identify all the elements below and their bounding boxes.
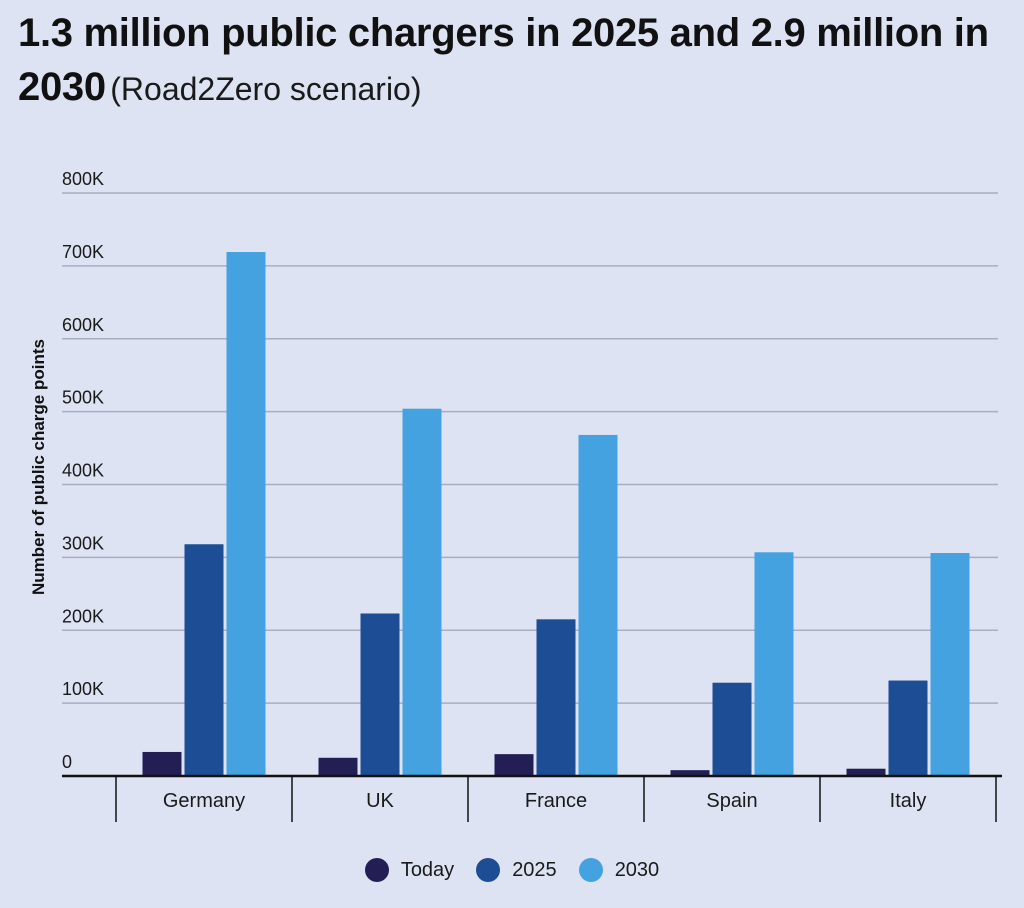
x-axis xyxy=(62,774,1002,822)
bar-france-2030 xyxy=(578,434,618,776)
chart-title: 1.3 million public chargers in 2025 and … xyxy=(18,6,1008,114)
legend-swatch xyxy=(578,858,603,882)
y-axis-label: Number of public charge points xyxy=(29,339,48,595)
bar-italy-2025 xyxy=(888,680,928,776)
category-label-italy: Italy xyxy=(890,790,927,812)
category-label-spain: Spain xyxy=(706,790,757,812)
bar-france-2025 xyxy=(536,619,576,776)
bar-chart: 0 100K 200K 300K 400K 500K 600K 700K 800K German… xyxy=(29,169,1002,822)
chart-title-sub: (Road2Zero scenario) xyxy=(110,71,422,107)
y-tick-label: 100K xyxy=(62,679,104,699)
category-label-france: France xyxy=(525,790,587,812)
legend-swatch xyxy=(476,858,501,882)
legend-label: Today xyxy=(400,858,455,881)
y-tick-label: 200K xyxy=(62,606,104,626)
bar-italy-2030 xyxy=(930,553,970,776)
y-tick-label: 500K xyxy=(62,388,104,408)
bar-uk-2025 xyxy=(360,613,400,776)
bar-france-today xyxy=(494,754,534,776)
bar-germany-2025 xyxy=(184,544,224,776)
chart-title-main: 1.3 million public chargers in 2025 and … xyxy=(18,11,989,109)
y-tick-label: 800K xyxy=(62,169,104,189)
y-tick-labels: 0 100K 200K 300K 400K 500K 600K 700K 800K xyxy=(62,169,104,772)
legend-label: 2030 xyxy=(614,858,660,881)
category-label-uk: UK xyxy=(366,790,394,812)
y-tick-label: 600K xyxy=(62,315,104,335)
bar-spain-today xyxy=(670,770,710,776)
y-tick-label: 0 xyxy=(62,752,72,772)
bar-uk-today xyxy=(318,757,358,776)
bar-spain-2030 xyxy=(754,552,794,776)
bar-italy-today xyxy=(846,768,886,776)
category-labels: Germany UK France Spain Italy xyxy=(163,790,926,812)
legend: Today 2025 2030 xyxy=(0,858,1024,882)
y-tick-label: 400K xyxy=(62,461,104,481)
bar-uk-2030 xyxy=(402,408,442,776)
bar-germany-today xyxy=(142,751,182,776)
legend-item-2030: 2030 xyxy=(578,858,660,882)
bars xyxy=(142,252,970,776)
legend-item-today: Today xyxy=(364,858,455,882)
legend-item-2025: 2025 xyxy=(476,858,557,882)
legend-swatch xyxy=(364,858,389,882)
legend-label: 2025 xyxy=(512,858,557,881)
category-label-germany: Germany xyxy=(163,790,245,812)
y-tick-label: 300K xyxy=(62,533,104,553)
bar-germany-2030 xyxy=(226,252,266,776)
bar-spain-2025 xyxy=(712,682,752,776)
y-tick-label: 700K xyxy=(62,242,104,262)
